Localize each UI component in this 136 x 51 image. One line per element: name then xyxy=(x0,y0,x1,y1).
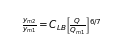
Text: $\frac{y_{m2}}{y_{m1}} = C_{LB}\left[\frac{Q}{Q_{m1}}\right]^{6/7}$: $\frac{y_{m2}}{y_{m1}} = C_{LB}\left[\fr… xyxy=(21,15,101,36)
